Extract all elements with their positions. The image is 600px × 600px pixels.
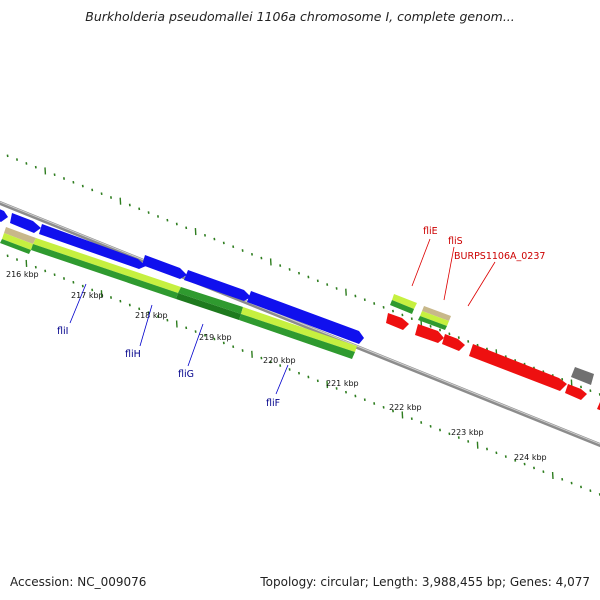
gene-label-fliF[interactable]: fliF [266, 398, 280, 409]
gene-arrow[interactable] [10, 213, 41, 233]
tick-label: 216 kbp [6, 270, 39, 279]
backbone-lower [0, 201, 600, 445]
gene-arrow[interactable] [415, 324, 444, 343]
rna-feature[interactable] [0, 239, 31, 254]
rna-feature[interactable] [31, 244, 178, 299]
gene-arrow[interactable] [39, 224, 146, 269]
tick-label: 221 kbp [326, 379, 359, 388]
gene-label-fliS[interactable]: fliS [448, 236, 463, 247]
reverse-gene-labels: fliE fliS BURPS1106A_0237 [411, 226, 545, 307]
tick-label: 220 kbp [263, 356, 296, 365]
map-title: Burkholderia pseudomallei 1106a chromoso… [85, 9, 515, 24]
tick-label: 222 kbp [389, 403, 422, 412]
topology-summary: Topology: circular; Length: 3,988,455 bp… [260, 575, 590, 589]
rna-feature[interactable] [178, 287, 243, 314]
scale-labels: 216 kbp 217 kbp 218 kbp 219 kbp 220 kbp … [6, 270, 547, 462]
tick-label: 219 kbp [199, 333, 232, 342]
leader-line [275, 364, 289, 395]
gene-arrow[interactable] [386, 313, 409, 330]
leader-line [139, 304, 153, 347]
backbone-upper [0, 200, 600, 448]
gene-arrow[interactable] [565, 384, 587, 400]
gene-label-fliI[interactable]: fliI [57, 326, 68, 337]
gene-label-BURPS1106A_0237[interactable]: BURPS1106A_0237 [454, 251, 545, 262]
leader-line [443, 246, 455, 301]
rna-feature[interactable] [422, 306, 451, 321]
gene-arrow[interactable] [469, 344, 567, 391]
leader-line [411, 238, 431, 287]
forward-gene-labels: fliI fliH fliG fliF [57, 283, 289, 409]
leader-line [69, 283, 87, 324]
rna-feature[interactable] [176, 293, 241, 320]
gene-arrow[interactable] [0, 207, 8, 222]
gene-label-fliG[interactable]: fliG [178, 369, 194, 380]
leader-line [467, 261, 496, 307]
inner-tick-row [6, 254, 600, 496]
rna-feature[interactable] [390, 300, 414, 314]
gene-arrow[interactable] [184, 270, 251, 301]
rna-feature[interactable] [33, 238, 181, 293]
rna-feature[interactable] [239, 314, 355, 359]
rna-feature[interactable] [4, 227, 36, 244]
rna-track [0, 227, 451, 359]
reverse-gene-track [386, 313, 600, 412]
gene-label-fliE[interactable]: fliE [423, 226, 438, 237]
tick-label: 217 kbp [71, 291, 104, 300]
forward-gene-track [0, 207, 364, 344]
rna-feature[interactable] [241, 307, 357, 352]
tick-label: 218 kbp [135, 311, 168, 320]
rna-feature[interactable] [392, 294, 417, 309]
gene-arrow[interactable] [442, 334, 465, 351]
accession-text: Accession: NC_009076 [10, 575, 147, 589]
tick-label: 224 kbp [514, 453, 547, 462]
gene-arrow[interactable] [597, 402, 600, 412]
gene-label-fliH[interactable]: fliH [125, 349, 141, 360]
outer-tick-row [6, 154, 600, 396]
rna-feature[interactable] [420, 311, 449, 326]
rna-feature[interactable] [2, 233, 33, 250]
tick-label: 223 kbp [451, 428, 484, 437]
rna-feature[interactable] [418, 316, 447, 330]
leader-line [187, 323, 204, 367]
gene-arrow[interactable] [142, 255, 187, 279]
misc-feature[interactable] [571, 367, 594, 385]
gene-arrow[interactable] [247, 291, 364, 344]
